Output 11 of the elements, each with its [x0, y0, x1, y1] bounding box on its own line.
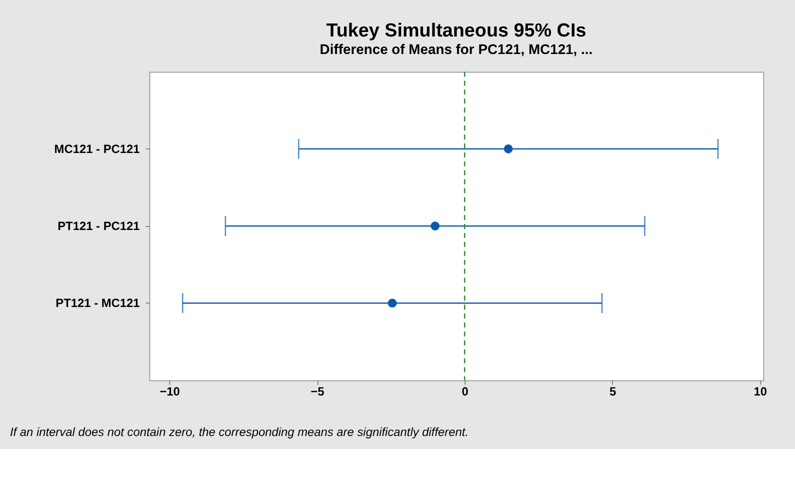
x-tick-label: 0 [462, 384, 469, 399]
text: If an interval does not contain zero, the corresponding means are significantly different. [10, 424, 469, 439]
x-tick-label: 10 [754, 384, 768, 399]
y-tick-label: PT121 - MC121 [56, 296, 140, 310]
chart-subtitle: Difference of Means for PC121, MC121, ... [320, 41, 593, 58]
x-tick-label: −5 [310, 384, 325, 399]
x-tick-label: 5 [609, 384, 616, 399]
chart-title: Tukey Simultaneous 95% CIs [326, 20, 586, 42]
x-tick-label: −10 [160, 384, 180, 399]
y-tick-label: MC121 - PC121 [54, 142, 140, 156]
y-tick-label: PT121 - PC121 [58, 218, 140, 233]
